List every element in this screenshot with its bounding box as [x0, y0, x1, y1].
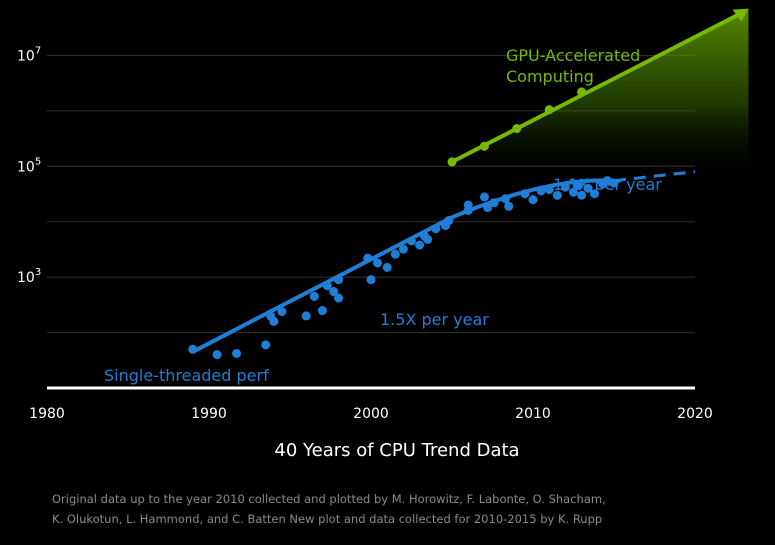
- cpu-data-point: [390, 249, 400, 259]
- gpu-trend-line: [451, 10, 744, 164]
- cpu-data-point: [552, 190, 562, 200]
- gpu-data-point: [447, 157, 457, 167]
- y-tick-label: 107: [17, 45, 41, 64]
- cpu-trend-projection: [613, 170, 696, 183]
- cpu-data-point: [277, 306, 287, 316]
- gpu-data-point: [479, 141, 489, 151]
- x-tick-label: 1990: [191, 406, 227, 422]
- gpu-data-point: [512, 124, 522, 134]
- cpu-data-point: [269, 316, 279, 326]
- cpu-data-point: [569, 187, 578, 197]
- cpu-data-point: [372, 258, 382, 268]
- cpu-data-point: [317, 306, 327, 316]
- cpu-series: [188, 170, 696, 360]
- cpu-data-point: [366, 275, 376, 285]
- x-tick-label: 2020: [677, 406, 713, 422]
- y-axis-ticks: 103 105 107: [17, 45, 41, 286]
- label-gpu-line1: GPU-Accelerated: [506, 46, 640, 65]
- y-tick-label: 105: [17, 156, 41, 175]
- footnote-line-1: Original data up to the year 2010 collec…: [52, 492, 606, 506]
- cpu-data-point: [309, 291, 319, 301]
- x-tick-label: 1980: [29, 406, 65, 422]
- cpu-trend-line: [191, 178, 615, 354]
- cpu-data-point: [590, 189, 600, 199]
- gpu-data-point: [577, 87, 587, 97]
- x-tick-label: 2000: [353, 406, 389, 422]
- cpu-data-point: [382, 262, 392, 272]
- cpu-data-point: [577, 190, 587, 200]
- cpu-data-point: [415, 240, 425, 250]
- label-gpu-line2: Computing: [506, 67, 594, 86]
- cpu-data-point: [212, 350, 222, 360]
- cpu-data-point: [301, 311, 311, 321]
- label-1-5x-per-year: 1.5X per year: [380, 310, 489, 329]
- gpu-series: [447, 8, 749, 181]
- footnote-line-2: K. Olukotun, L. Hammond, and C. Batten N…: [52, 512, 602, 526]
- x-axis-ticks: 1980 1990 2000 2010 2020: [29, 406, 713, 422]
- cpu-data-point: [334, 293, 344, 303]
- label-single-threaded: Single-threaded perf: [104, 366, 269, 385]
- cpu-data-point: [583, 183, 593, 193]
- label-1-1x-per-year: 1.1X per year: [553, 175, 662, 194]
- y-tick-label: 103: [17, 267, 41, 286]
- cpu-data-point: [329, 287, 339, 297]
- gpu-area-fill: [452, 8, 749, 181]
- chart-title: 40 Years of CPU Trend Data: [274, 440, 519, 461]
- gpu-arrowhead: [732, 8, 749, 22]
- cpu-data-point: [528, 195, 538, 205]
- grid-lines: [47, 54, 695, 334]
- cpu-data-point: [504, 201, 514, 211]
- gpu-data-point: [544, 105, 554, 115]
- x-tick-label: 2010: [515, 406, 551, 422]
- cpu-data-point: [398, 244, 408, 254]
- cpu-data-point: [423, 234, 433, 244]
- cpu-data-point: [261, 340, 271, 350]
- cpu-data-point: [232, 348, 242, 358]
- cpu-data-point: [479, 192, 489, 202]
